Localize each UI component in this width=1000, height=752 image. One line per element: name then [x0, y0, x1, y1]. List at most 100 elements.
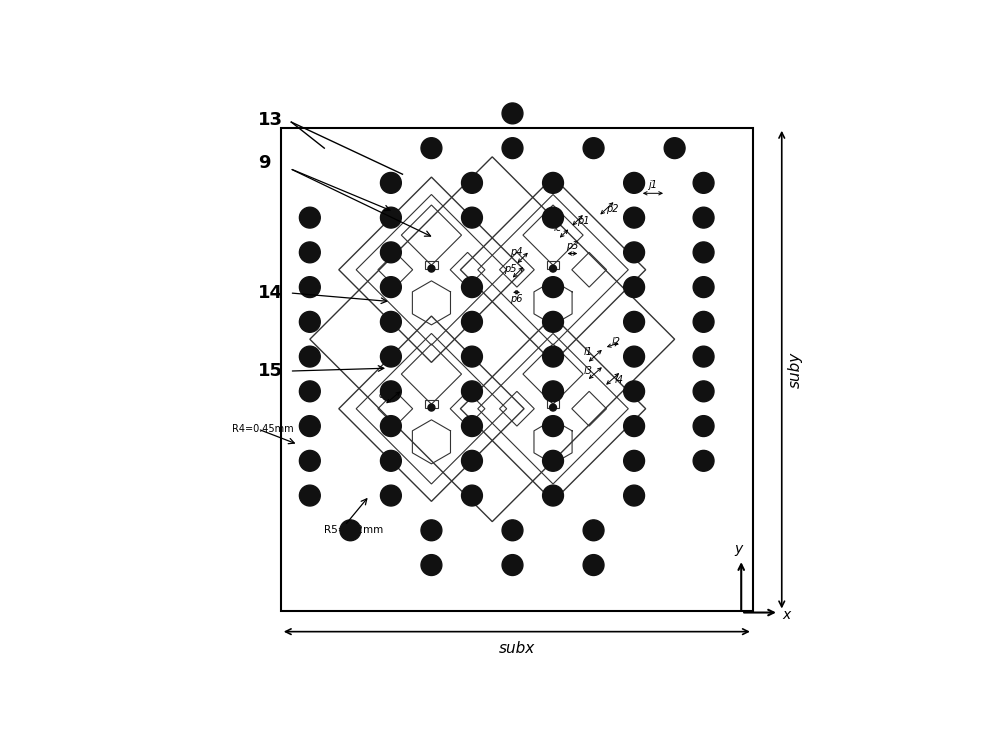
Circle shape [624, 346, 645, 367]
Circle shape [462, 381, 482, 402]
Circle shape [624, 208, 645, 228]
Circle shape [583, 555, 604, 575]
Text: R5=0.2mm: R5=0.2mm [324, 526, 384, 535]
Text: 9: 9 [258, 154, 270, 172]
Text: l3: l3 [583, 366, 592, 376]
Circle shape [693, 381, 714, 402]
Circle shape [421, 520, 442, 541]
Circle shape [380, 485, 401, 506]
Text: subx: subx [498, 641, 535, 656]
Circle shape [380, 242, 401, 262]
Circle shape [299, 450, 320, 472]
Circle shape [462, 346, 482, 367]
Text: p2: p2 [606, 204, 618, 214]
Circle shape [693, 450, 714, 472]
Circle shape [462, 208, 482, 228]
Bar [547, 400, 559, 408]
Circle shape [428, 265, 435, 272]
Circle shape [624, 242, 645, 262]
Circle shape [543, 381, 563, 402]
Text: p4: p4 [510, 247, 522, 257]
Circle shape [462, 277, 482, 298]
Circle shape [462, 172, 482, 193]
Text: p3: p3 [566, 241, 578, 251]
Circle shape [502, 520, 523, 541]
Circle shape [502, 555, 523, 575]
Circle shape [543, 450, 563, 472]
Bar [425, 400, 438, 408]
Circle shape [380, 346, 401, 367]
Text: 13: 13 [258, 111, 283, 129]
Circle shape [543, 485, 563, 506]
Text: R4=0.45mm: R4=0.45mm [232, 424, 293, 434]
Circle shape [543, 416, 563, 436]
Text: p6: p6 [510, 294, 523, 304]
Circle shape [380, 277, 401, 298]
Circle shape [543, 346, 563, 367]
Text: 15: 15 [258, 362, 283, 381]
Circle shape [693, 416, 714, 436]
Text: y: y [734, 541, 742, 556]
Circle shape [502, 103, 523, 124]
Circle shape [693, 311, 714, 332]
Circle shape [543, 311, 563, 332]
Circle shape [624, 381, 645, 402]
Circle shape [543, 172, 563, 193]
Circle shape [462, 416, 482, 436]
Circle shape [299, 277, 320, 298]
Circle shape [693, 277, 714, 298]
Circle shape [299, 208, 320, 228]
Circle shape [664, 138, 685, 159]
Circle shape [380, 172, 401, 193]
Circle shape [550, 404, 557, 411]
Circle shape [543, 208, 563, 228]
Circle shape [299, 381, 320, 402]
Circle shape [421, 555, 442, 575]
Text: 14: 14 [258, 284, 283, 302]
Circle shape [624, 485, 645, 506]
Circle shape [428, 404, 435, 411]
Circle shape [624, 277, 645, 298]
Bar [547, 261, 559, 269]
Text: p5: p5 [505, 264, 517, 274]
Circle shape [380, 381, 401, 402]
Circle shape [299, 485, 320, 506]
Circle shape [421, 138, 442, 159]
Circle shape [380, 450, 401, 472]
Circle shape [462, 311, 482, 332]
Circle shape [340, 520, 361, 541]
Text: j1: j1 [648, 180, 657, 190]
Text: x: x [782, 608, 791, 623]
Text: l1: l1 [583, 347, 592, 357]
Circle shape [624, 416, 645, 436]
Text: l2: l2 [612, 337, 621, 347]
Circle shape [299, 311, 320, 332]
Circle shape [380, 208, 401, 228]
Circle shape [299, 242, 320, 262]
Circle shape [550, 265, 557, 272]
Circle shape [462, 450, 482, 472]
Circle shape [299, 346, 320, 367]
Circle shape [299, 416, 320, 436]
Circle shape [624, 311, 645, 332]
Bar [281, 128, 753, 611]
Circle shape [502, 138, 523, 159]
Text: e1: e1 [378, 390, 391, 400]
Circle shape [380, 416, 401, 436]
Text: lc: lc [554, 223, 562, 233]
Circle shape [693, 346, 714, 367]
Circle shape [693, 208, 714, 228]
Bar [425, 261, 438, 269]
Circle shape [462, 485, 482, 506]
Circle shape [624, 172, 645, 193]
Text: l4: l4 [615, 374, 624, 385]
Circle shape [543, 277, 563, 298]
Circle shape [693, 172, 714, 193]
Text: p1: p1 [577, 216, 590, 226]
Circle shape [583, 138, 604, 159]
Circle shape [693, 242, 714, 262]
Text: suby: suby [788, 352, 803, 388]
Circle shape [583, 520, 604, 541]
Circle shape [380, 311, 401, 332]
Circle shape [624, 450, 645, 472]
